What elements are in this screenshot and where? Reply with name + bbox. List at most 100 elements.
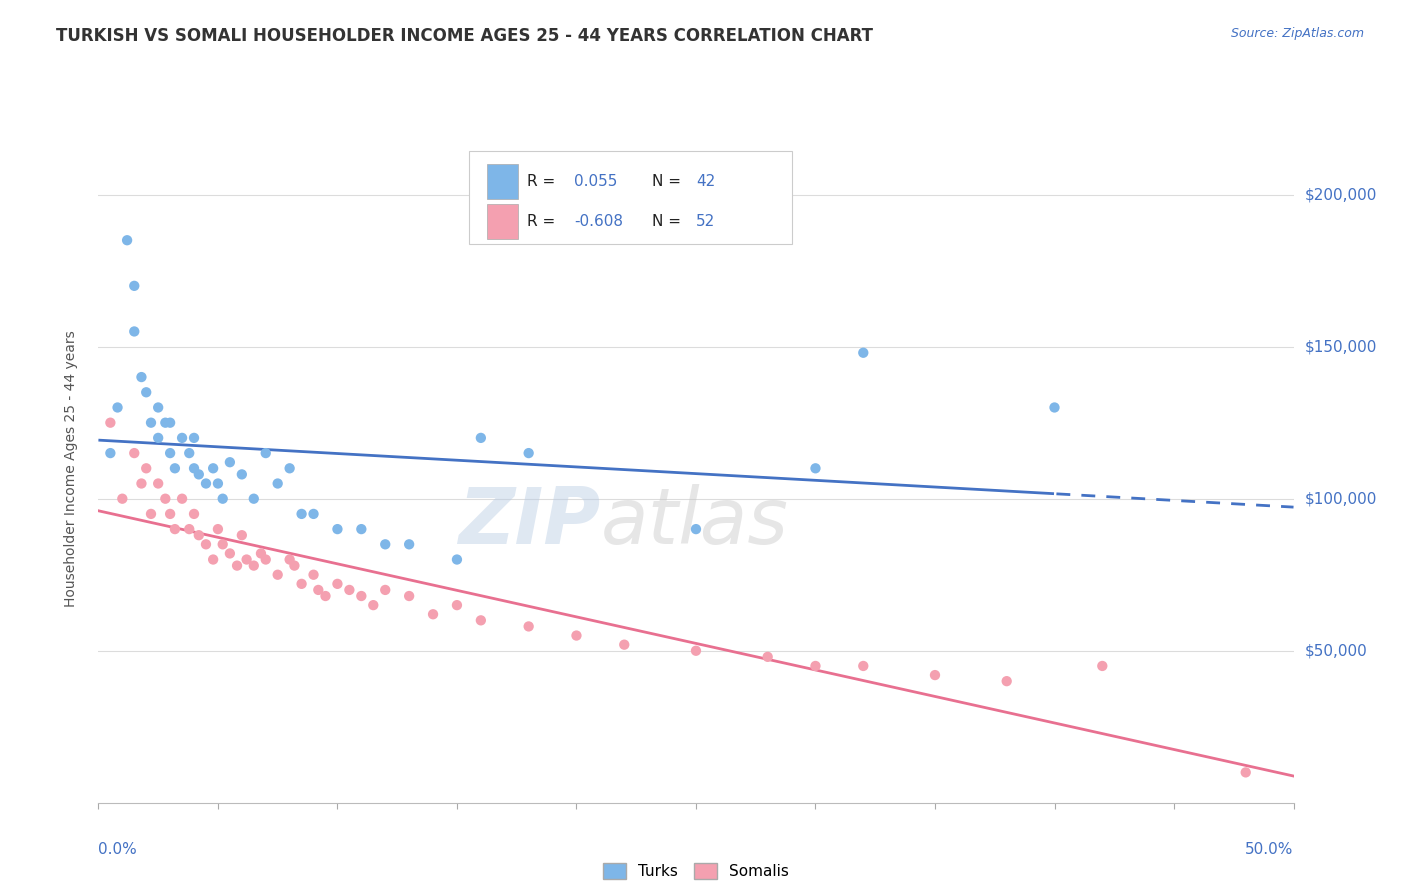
Text: atlas: atlas (600, 483, 789, 560)
Point (1234, 765, 1257, 780)
Point (422, 607, 444, 622)
Text: $50,000: $50,000 (1305, 643, 1368, 658)
Point (135, 385, 157, 400)
Point (685, 522, 707, 536)
Point (163, 522, 186, 536)
Point (219, 546, 242, 560)
Point (283, 558, 305, 573)
Point (685, 644, 707, 658)
Point (131, 476, 153, 491)
Point (187, 467, 209, 482)
Point (804, 659, 827, 673)
Point (231, 467, 253, 482)
Text: 0.055: 0.055 (574, 174, 617, 189)
Point (139, 416, 162, 430)
Text: $200,000: $200,000 (1305, 187, 1376, 202)
Point (398, 589, 420, 603)
Point (1043, 401, 1066, 415)
Point (111, 491, 134, 506)
Point (183, 507, 205, 521)
Point (250, 546, 273, 560)
Point (155, 491, 177, 506)
Point (207, 476, 229, 491)
Point (350, 522, 373, 536)
Point (326, 577, 349, 591)
Point (517, 446, 540, 460)
Point (159, 416, 181, 430)
Point (374, 582, 396, 597)
Point (172, 431, 194, 445)
Text: 0.0%: 0.0% (98, 842, 138, 856)
Point (124, 278, 146, 293)
Point (231, 528, 253, 542)
Point (517, 619, 540, 633)
Point (254, 552, 277, 566)
Point (398, 537, 420, 551)
Point (278, 552, 301, 566)
Point (302, 507, 325, 521)
Point (243, 558, 266, 573)
Point (159, 507, 181, 521)
Point (179, 446, 201, 460)
FancyBboxPatch shape (470, 151, 792, 244)
Point (613, 638, 636, 652)
Point (148, 431, 170, 445)
Point (446, 598, 468, 612)
Point (267, 567, 290, 582)
Point (98, 416, 122, 430)
Point (804, 461, 827, 475)
Text: N =: N = (652, 214, 686, 229)
Point (350, 589, 373, 603)
Point (219, 455, 242, 469)
Point (290, 507, 312, 521)
Text: R =: R = (527, 214, 561, 229)
Point (124, 325, 146, 339)
Text: N =: N = (652, 174, 686, 189)
Point (159, 446, 181, 460)
Point (139, 507, 162, 521)
Point (235, 552, 257, 566)
Point (202, 552, 225, 566)
Legend: Turks, Somalis: Turks, Somalis (598, 857, 794, 886)
FancyBboxPatch shape (486, 204, 517, 239)
Point (243, 491, 266, 506)
Point (852, 659, 875, 673)
Text: TURKISH VS SOMALI HOUSEHOLDER INCOME AGES 25 - 44 YEARS CORRELATION CHART: TURKISH VS SOMALI HOUSEHOLDER INCOME AGE… (56, 27, 873, 45)
FancyBboxPatch shape (486, 164, 517, 199)
Point (183, 431, 205, 445)
Point (148, 401, 170, 415)
Point (194, 537, 217, 551)
Point (290, 577, 312, 591)
Text: 50.0%: 50.0% (1246, 842, 1294, 856)
Point (470, 613, 492, 627)
Y-axis label: Householder Income Ages 25 - 44 years: Householder Income Ages 25 - 44 years (63, 330, 77, 607)
Point (172, 491, 194, 506)
Point (254, 446, 277, 460)
Text: -0.608: -0.608 (574, 214, 623, 229)
Point (211, 491, 233, 506)
Point (470, 431, 492, 445)
Text: Source: ZipAtlas.com: Source: ZipAtlas.com (1230, 27, 1364, 40)
Point (187, 528, 209, 542)
Point (98, 446, 122, 460)
Point (155, 416, 177, 430)
Point (226, 558, 249, 573)
Text: $100,000: $100,000 (1305, 491, 1376, 506)
Point (163, 461, 186, 475)
Point (565, 628, 588, 642)
Point (326, 522, 349, 536)
Point (302, 567, 325, 582)
Text: ZIP: ZIP (458, 483, 600, 560)
Point (179, 522, 201, 536)
Point (852, 345, 875, 359)
Point (995, 674, 1018, 689)
Text: 52: 52 (696, 214, 716, 229)
Point (756, 649, 779, 664)
Point (307, 582, 329, 597)
Point (1091, 659, 1114, 673)
Point (135, 461, 157, 475)
Text: $150,000: $150,000 (1305, 339, 1376, 354)
Point (124, 446, 146, 460)
Text: R =: R = (527, 174, 561, 189)
Point (267, 476, 290, 491)
